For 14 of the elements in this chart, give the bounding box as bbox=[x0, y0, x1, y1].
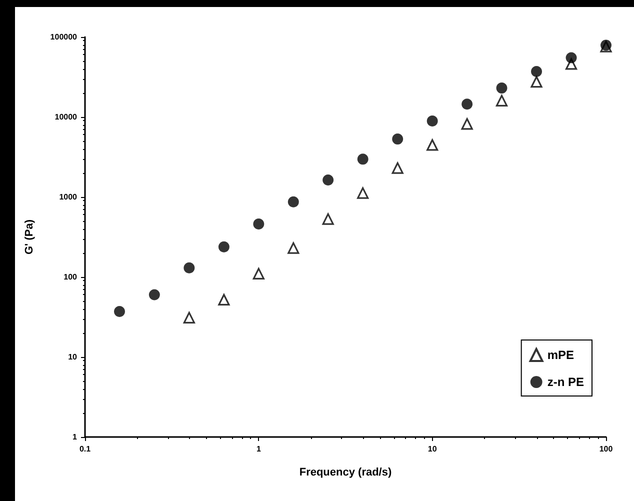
y-tick-label: 1 bbox=[72, 432, 78, 442]
y-tick-label: 1000 bbox=[59, 192, 78, 202]
x-tick-label: 100 bbox=[599, 444, 614, 454]
x-tick-label: 10 bbox=[428, 444, 438, 454]
y-axis-title: G' (Pa) bbox=[24, 219, 36, 255]
y-tick-label: 100000 bbox=[50, 32, 78, 42]
x-tick-label: 1 bbox=[256, 444, 262, 454]
legend-label: z-n PE bbox=[547, 375, 584, 389]
y-tick-label: 10000 bbox=[54, 112, 78, 122]
y-tick-label: 10 bbox=[68, 352, 78, 362]
x-tick-label: 0.1 bbox=[79, 444, 92, 454]
x-axis-title: Frequency (rad/s) bbox=[299, 466, 392, 478]
y-tick-label: 100 bbox=[64, 272, 78, 282]
legend-label: mPE bbox=[547, 348, 574, 362]
